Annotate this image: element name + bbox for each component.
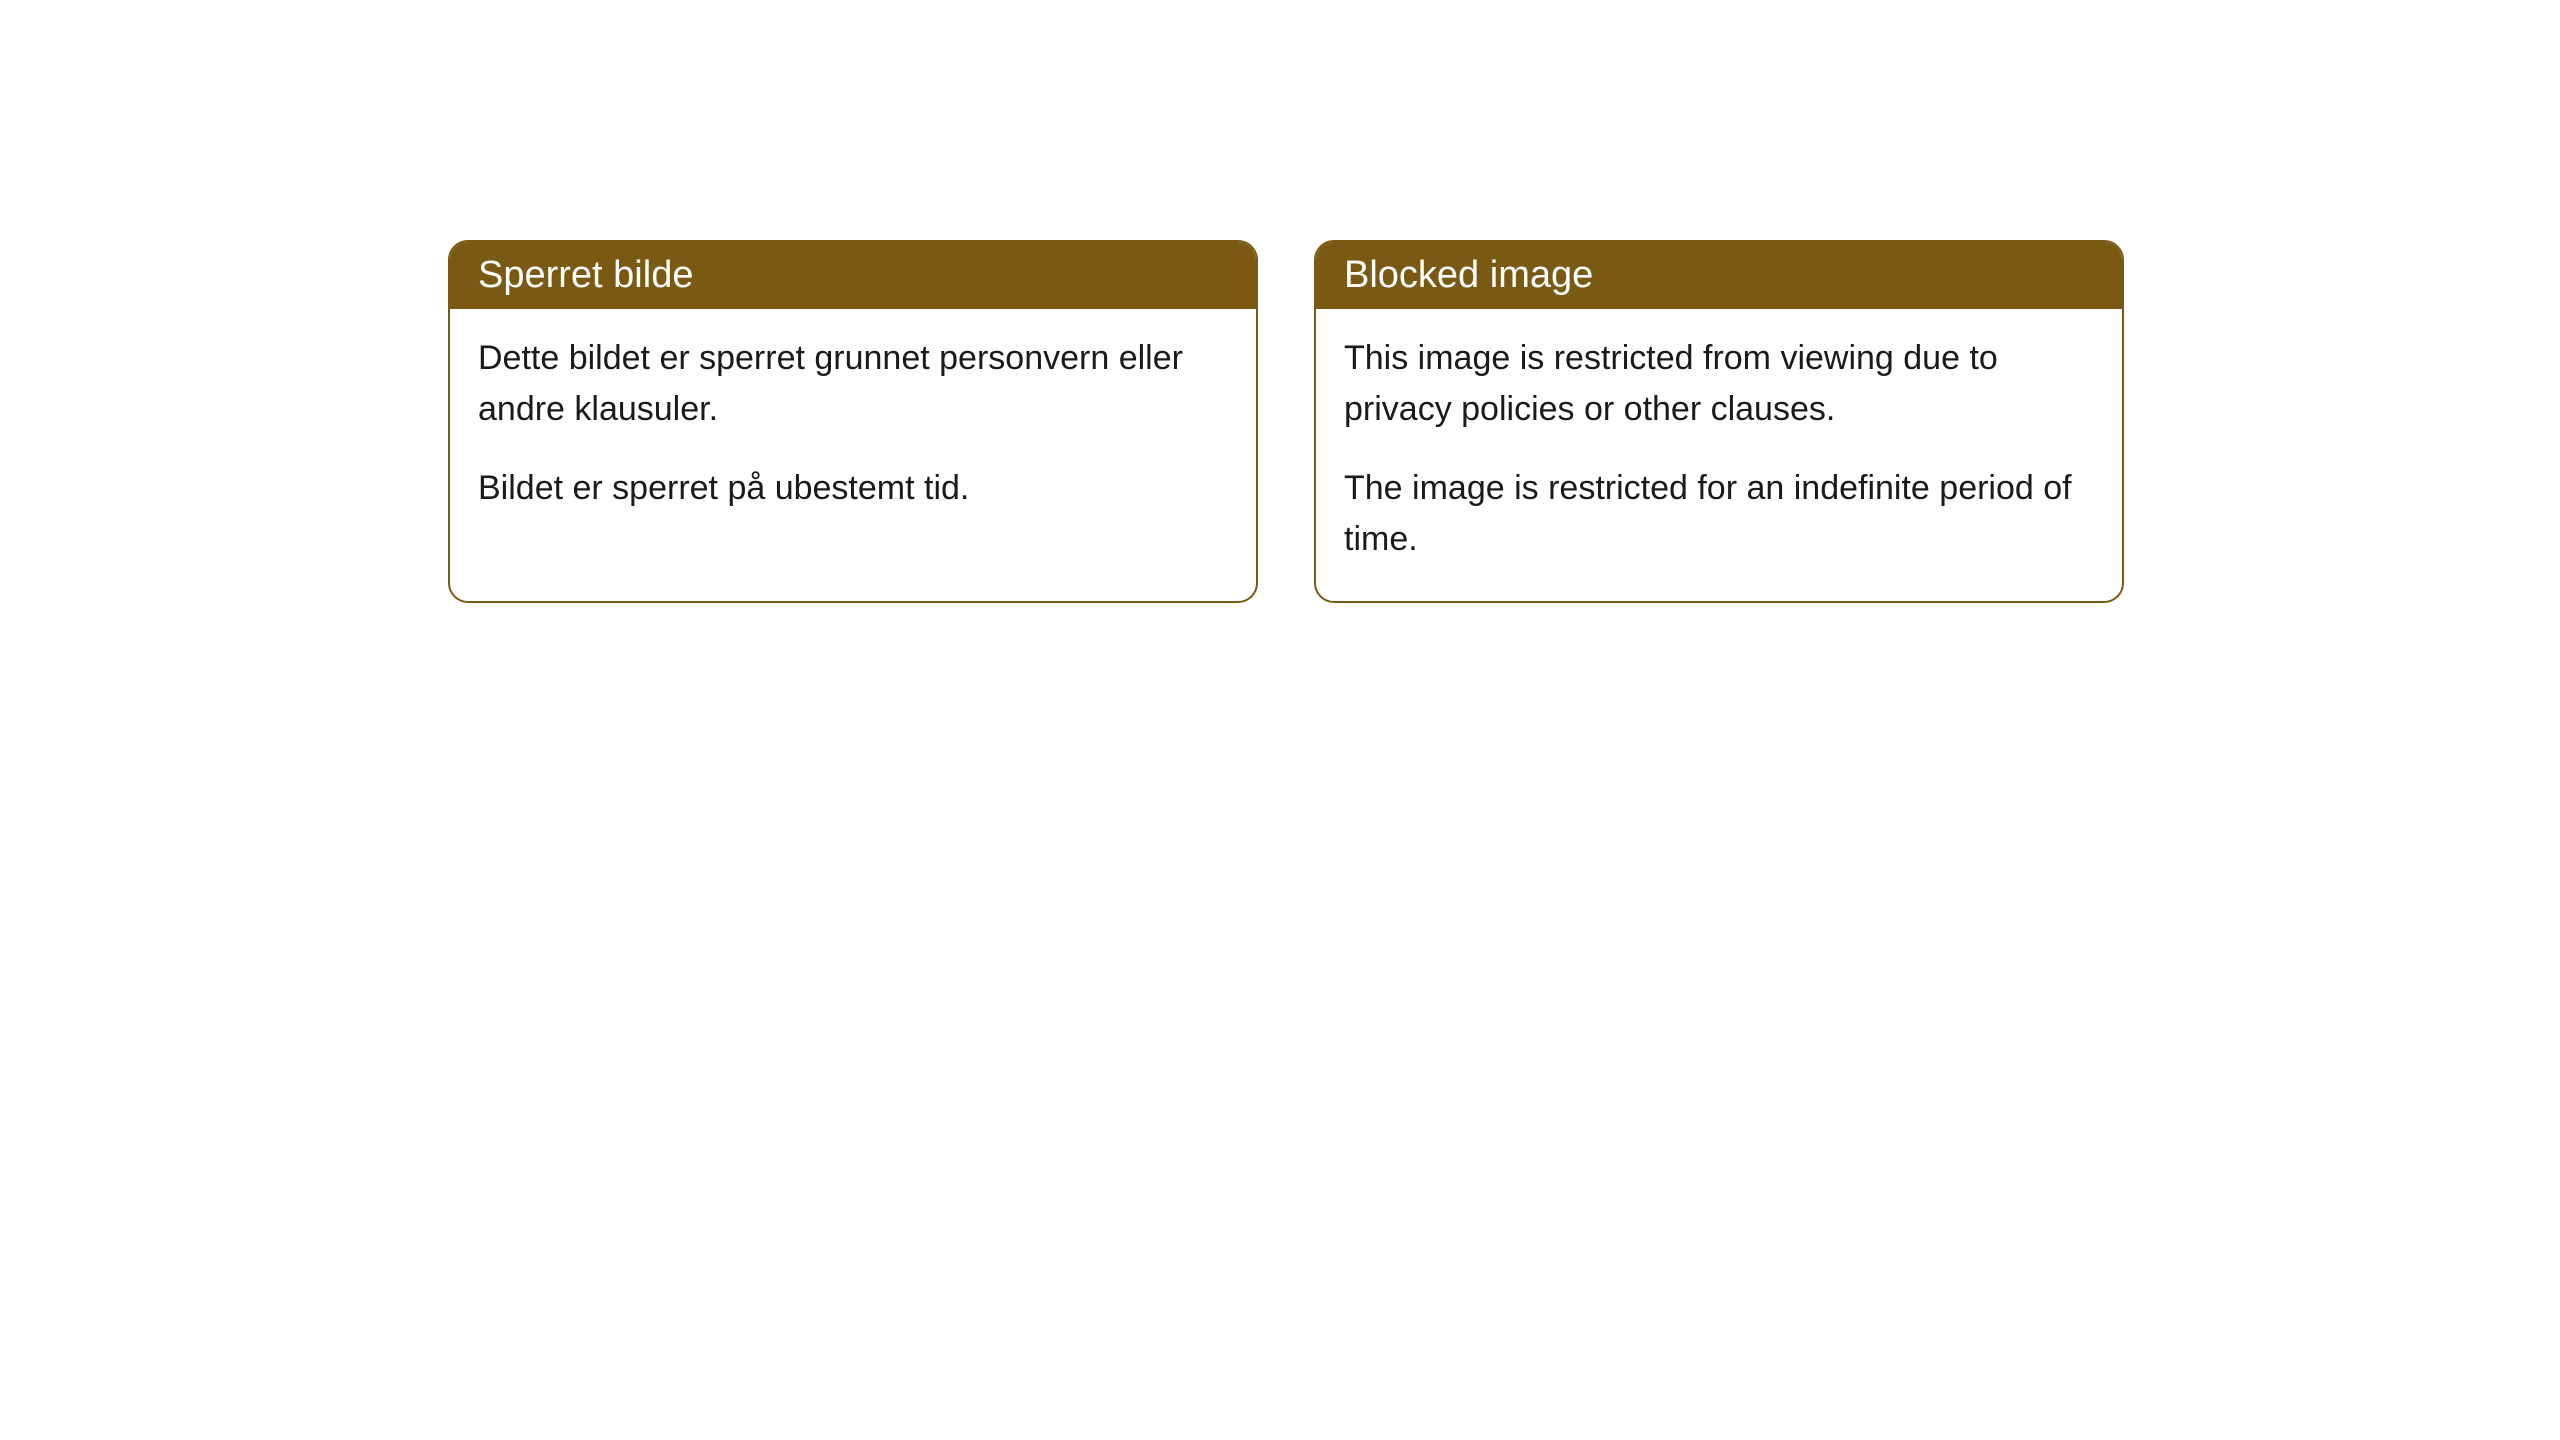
card-body-norwegian: Dette bildet er sperret grunnet personve… [450,309,1256,550]
card-body-english: This image is restricted from viewing du… [1316,309,2122,601]
cards-container: Sperret bilde Dette bildet er sperret gr… [0,0,2560,603]
card-norwegian: Sperret bilde Dette bildet er sperret gr… [448,240,1258,603]
card-english: Blocked image This image is restricted f… [1314,240,2124,603]
card-paragraph-1-english: This image is restricted from viewing du… [1344,333,2094,435]
card-paragraph-2-english: The image is restricted for an indefinit… [1344,463,2094,565]
card-header-english: Blocked image [1316,242,2122,309]
card-title-norwegian: Sperret bilde [478,254,693,296]
card-paragraph-1-norwegian: Dette bildet er sperret grunnet personve… [478,333,1228,435]
card-header-norwegian: Sperret bilde [450,242,1256,309]
card-title-english: Blocked image [1344,254,1593,296]
card-paragraph-2-norwegian: Bildet er sperret på ubestemt tid. [478,463,1228,514]
